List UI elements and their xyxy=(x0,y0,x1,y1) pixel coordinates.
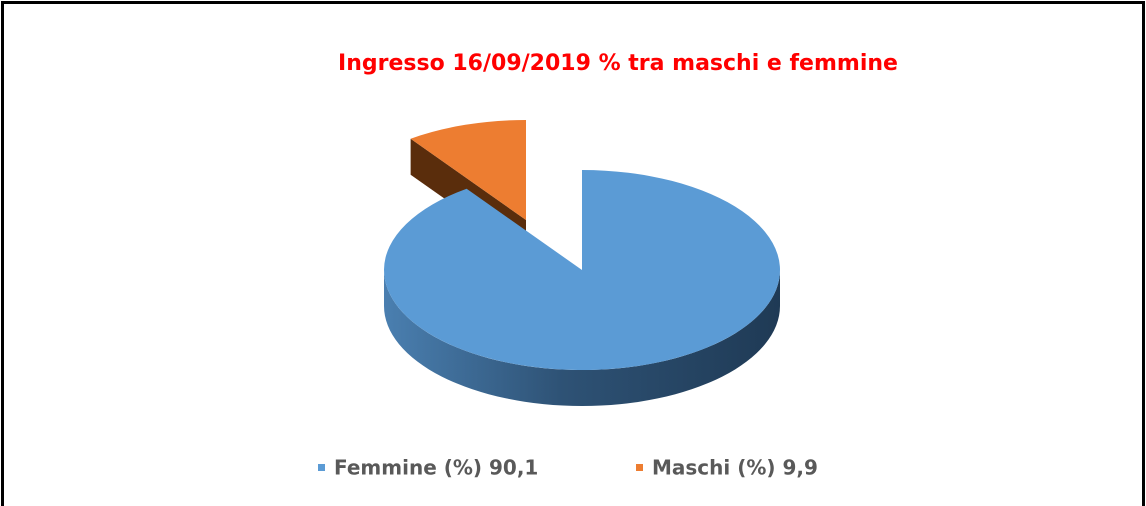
slice xyxy=(384,170,781,370)
pie xyxy=(384,120,781,406)
slice xyxy=(410,120,526,220)
legend-label: Femmine (%) 90,1 xyxy=(334,456,538,480)
legend-label: Maschi (%) 9,9 xyxy=(652,456,818,480)
chart-title: Ingresso 16/09/2019 % tra maschi e femmi… xyxy=(338,51,898,76)
slice-side xyxy=(384,270,780,406)
legend: Femmine (%) 90,1 Maschi (%) 9,9 xyxy=(318,456,818,480)
legend-swatch xyxy=(318,464,325,471)
legend-swatch xyxy=(636,464,643,471)
